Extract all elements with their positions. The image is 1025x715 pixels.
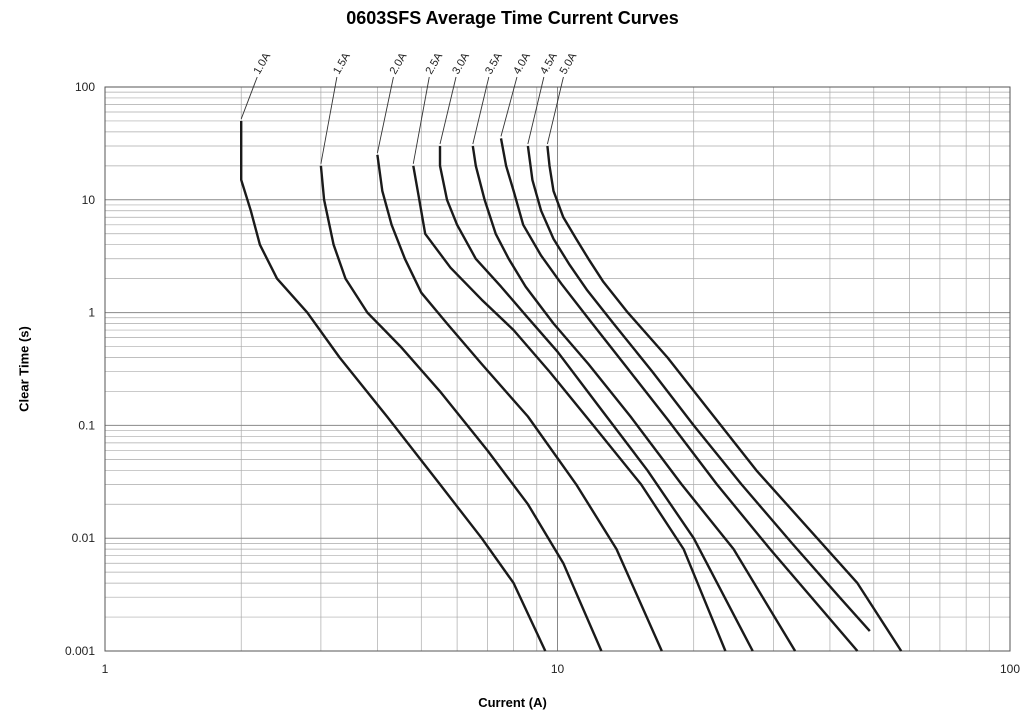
- curve-label: 1.5A: [331, 50, 353, 76]
- leader-line: [439, 76, 457, 145]
- y-tick-label: 0.1: [78, 418, 95, 432]
- x-tick-label: 10: [551, 662, 565, 676]
- leader-line: [472, 76, 490, 145]
- curve-4-0a: [499, 138, 859, 652]
- curves: [240, 121, 903, 652]
- curve-label: 2.0A: [388, 50, 410, 76]
- curve-3-0a: [438, 146, 754, 652]
- leader-line: [376, 76, 394, 154]
- y-tick-label: 10: [82, 193, 96, 207]
- leader-line: [546, 76, 564, 145]
- leader-line: [320, 76, 338, 164]
- leader-line: [527, 76, 545, 145]
- curve-2-0a: [376, 154, 663, 652]
- y-tick-label: 0.001: [65, 644, 95, 658]
- curve-label: 3.5A: [483, 50, 505, 76]
- y-tick-label: 1: [88, 306, 95, 320]
- x-tick-label: 100: [1000, 662, 1020, 676]
- curve-label: 4.0A: [511, 50, 533, 76]
- curve-1-5a: [319, 165, 603, 652]
- leader-line: [412, 76, 430, 164]
- curve-label: 5.0A: [558, 50, 580, 76]
- curve-label: 3.0A: [450, 50, 472, 76]
- x-axis-label: Current (A): [478, 695, 547, 710]
- curve-2-5a: [412, 165, 727, 652]
- curve-1-0a: [240, 121, 547, 652]
- curve-label: 2.5A: [423, 50, 445, 76]
- curve-3-5a: [471, 145, 797, 652]
- curve-label: 1.0A: [251, 50, 273, 76]
- plot-frame: [104, 86, 1011, 652]
- curve-4-5a: [526, 145, 871, 632]
- leader-line: [240, 76, 258, 120]
- x-tick-label: 1: [102, 662, 109, 676]
- curve-label: 4.5A: [538, 50, 560, 76]
- curve-5-0a: [546, 145, 903, 652]
- y-tick-label: 100: [75, 80, 95, 94]
- y-tick-label: 0.01: [72, 531, 96, 545]
- chart-title: 0603SFS Average Time Current Curves: [346, 8, 679, 28]
- tick-labels: 1 10 100 100 10 1 0.1 0.01 0.001: [65, 80, 1020, 676]
- leader-line: [500, 76, 518, 137]
